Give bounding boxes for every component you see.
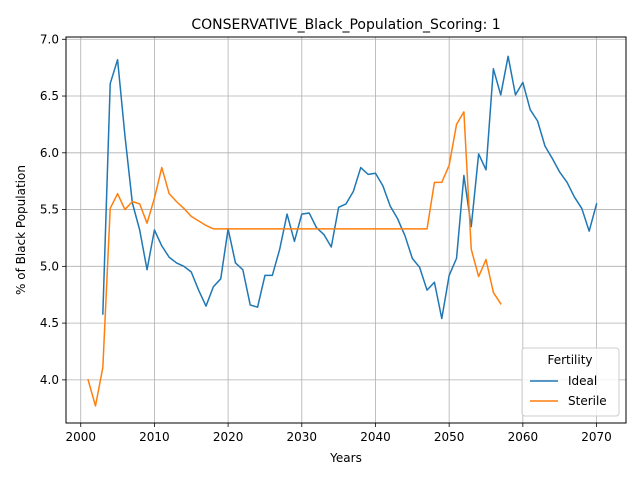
series-layer bbox=[87, 55, 598, 407]
series-line-sterile bbox=[87, 111, 502, 407]
plot-frame bbox=[65, 36, 627, 424]
y-tick-label: 7.0 bbox=[40, 32, 59, 46]
legend-title: Fertility bbox=[547, 353, 592, 367]
x-tick-label: 2050 bbox=[434, 430, 465, 444]
y-tick-label: 4.5 bbox=[40, 316, 59, 330]
x-tick-label: 2000 bbox=[65, 430, 96, 444]
x-tick-label: 2030 bbox=[287, 430, 318, 444]
legend-label-sterile: Sterile bbox=[568, 394, 607, 408]
y-tick-label: 4.0 bbox=[40, 373, 59, 387]
x-axis: 2000 2010 2020 2030 2040 2050 2060 2070 bbox=[65, 423, 612, 444]
chart-title: CONSERVATIVE_Black_Population_Scoring: 1 bbox=[191, 17, 500, 33]
y-tick-label: 5.5 bbox=[40, 203, 59, 217]
series-line-ideal bbox=[102, 55, 598, 320]
y-tick-label: 6.0 bbox=[40, 146, 59, 160]
x-tick-label: 2060 bbox=[508, 430, 539, 444]
y-axis: 4.0 4.5 5.0 5.5 6.0 6.5 7.0 bbox=[40, 32, 66, 387]
x-tick-label: 2070 bbox=[581, 430, 612, 444]
x-tick-label: 2010 bbox=[139, 430, 170, 444]
y-tick-label: 5.0 bbox=[40, 259, 59, 273]
x-tick-label: 2020 bbox=[213, 430, 244, 444]
x-tick-label: 2040 bbox=[360, 430, 391, 444]
legend: Fertility Ideal Sterile bbox=[521, 347, 620, 417]
x-axis-label: Years bbox=[329, 451, 362, 465]
legend-box bbox=[521, 347, 620, 417]
y-tick-label: 6.5 bbox=[40, 89, 59, 103]
y-axis-label: % of Black Population bbox=[14, 165, 28, 295]
legend-label-ideal: Ideal bbox=[568, 374, 597, 388]
